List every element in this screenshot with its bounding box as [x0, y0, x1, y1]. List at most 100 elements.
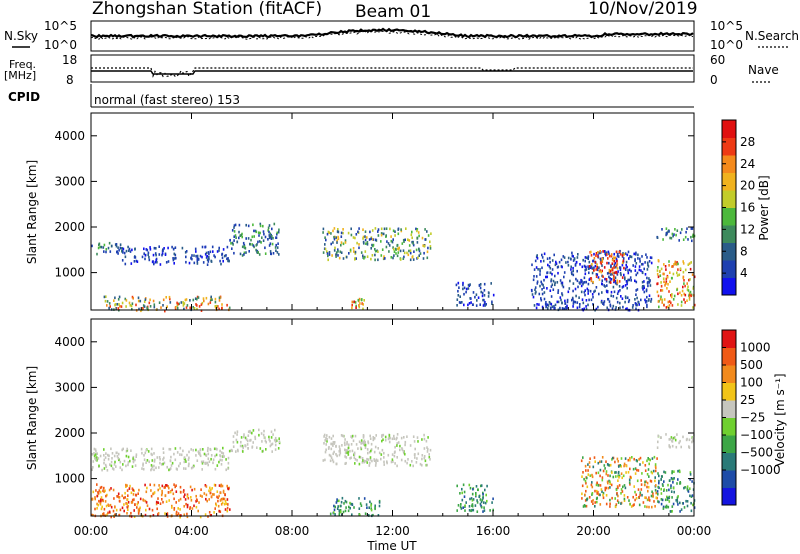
power-echo-region [656, 227, 696, 243]
power-colorbar-swatch [722, 155, 736, 173]
velocity-colorbar-swatch [722, 487, 736, 506]
freq-label: Freq. [9, 58, 36, 71]
power-echo-region [91, 241, 123, 256]
power-echo-region [656, 259, 696, 309]
time-x-axis: 00:00 04:00 08:00 12:00 16:00 20:00 00:00 [74, 113, 711, 538]
velocity-colorbar-tick-1: 500 [740, 358, 763, 372]
freq-unit-label: [MHz] [4, 69, 36, 82]
power-ytick-3000: 3000 [54, 174, 85, 188]
velocity-colorbar-swatch [722, 435, 736, 453]
nsky-label: N.Sky [4, 29, 38, 43]
power-colorbar-swatch [722, 242, 736, 261]
power-colorbar-tick-1: 8 [740, 244, 748, 258]
velocity-colorbar-swatch [722, 400, 736, 418]
power-colorbar-swatch [722, 190, 736, 208]
nave-label: Nave [748, 63, 779, 77]
power-ytick-2000: 2000 [54, 220, 85, 234]
power-colorbar-tick-5: 24 [740, 157, 755, 171]
velocity-colorbar-tick-5: −100 [740, 428, 773, 442]
velocity-colorbar-swatch [722, 330, 736, 348]
velocity-colorbar-tick-2: 100 [740, 376, 763, 390]
cpid-label: CPID [8, 90, 40, 104]
power-ytick-1000: 1000 [54, 266, 85, 280]
power-colorbar-tick-2: 12 [740, 222, 755, 236]
power-colorbar: 4 8 12 16 20 24 28 [721, 119, 755, 296]
power-colorbar-swatch [722, 277, 736, 296]
power-echo-region [229, 222, 280, 257]
station-title: Zhongshan Station (fitACF) [92, 0, 322, 19]
velocity-echoes [91, 428, 696, 519]
velocity-colorbar: 1000 500 100 25 −25 −100 −500 −1000 [721, 329, 781, 506]
velocity-echo-region [91, 483, 231, 519]
nsearch-label: N.Search [745, 29, 799, 43]
velocity-colorbar-swatch [722, 347, 736, 366]
power-echo-region [103, 295, 231, 313]
velocity-echo-region [329, 496, 381, 518]
velocity-echo-region [456, 483, 494, 513]
nsearch-tick-bottom: 10^0 [710, 38, 743, 52]
freq-tick-top: 18 [62, 53, 77, 67]
time-tick-3: 12:00 [375, 524, 410, 538]
power-ylabel: Slant Range [km] [25, 160, 39, 264]
power-colorbar-label: Power [dB] [757, 175, 771, 240]
cpid-mode-text: normal (fast stereo) 153 [94, 93, 240, 107]
time-tick-5: 20:00 [576, 524, 611, 538]
power-echo-region [322, 227, 432, 262]
nave-trace [91, 67, 693, 78]
power-ytick-4000: 4000 [54, 129, 85, 143]
power-echo-region [351, 297, 365, 311]
velocity-colorbar-tick-7: −1000 [740, 463, 781, 477]
power-echo-region [455, 281, 495, 307]
power-colorbar-swatch [722, 207, 736, 226]
velocity-echo-region [322, 433, 432, 468]
beam-label: Beam 01 [355, 2, 431, 22]
power-colorbar-swatch [722, 172, 736, 191]
velocity-colorbar-swatch [722, 382, 736, 401]
velocity-echo-region [656, 469, 696, 513]
time-xlabel: Time UT [366, 539, 417, 553]
velocity-colorbar-tick-6: −500 [740, 446, 773, 460]
nave-tick-bottom: 0 [710, 73, 718, 87]
power-colorbar-tick-3: 16 [740, 201, 755, 215]
power-colorbar-swatch [722, 120, 736, 138]
power-colorbar-tick-0: 4 [740, 266, 748, 280]
date-label: 10/Nov/2019 [588, 0, 698, 19]
nsky-tick-top: 10^5 [44, 19, 77, 33]
power-colorbar-swatch [722, 260, 736, 278]
time-tick-0: 00:00 [74, 524, 109, 538]
velocity-colorbar-swatch [722, 417, 736, 436]
velocity-echo-region [656, 433, 695, 449]
nsky-tick-bottom: 10^0 [44, 38, 77, 52]
velocity-y-axis: 1000 2000 3000 4000 [54, 335, 694, 486]
time-tick-1: 04:00 [174, 524, 209, 538]
velocity-colorbar-tick-0: 1000 [740, 341, 771, 355]
time-tick-2: 08:00 [275, 524, 310, 538]
velocity-echo-region [580, 455, 658, 509]
power-y-axis: 1000 2000 3000 4000 [54, 129, 694, 280]
velocity-colorbar-tick-4: −25 [740, 411, 765, 425]
nave-tick-top: 60 [710, 53, 725, 67]
velocity-colorbar-swatch [722, 470, 736, 488]
power-echo-region [588, 250, 626, 285]
freq-tick-bottom: 8 [66, 73, 74, 87]
nsky-panel: N.Sky 10^5 10^0 10^5 10^0 N.Search [4, 19, 799, 52]
nsearch-trace [90, 30, 694, 40]
velocity-ytick-1000: 1000 [54, 472, 85, 486]
power-colorbar-swatch [722, 225, 736, 243]
power-colorbar-tick-4: 20 [740, 179, 755, 193]
freq-panel: Freq. [MHz] 18 8 60 0 Nave [4, 53, 779, 87]
velocity-echo-region [91, 446, 231, 472]
velocity-panel: 1000 2000 3000 4000 Slant Range [km] [25, 318, 696, 519]
velocity-ytick-3000: 3000 [54, 380, 85, 394]
power-echo-region [121, 245, 230, 266]
power-echoes [91, 222, 696, 313]
velocity-colorbar-swatch [722, 452, 736, 471]
nsky-trace [90, 27, 694, 39]
cpid-panel: CPID normal (fast stereo) 153 [8, 84, 694, 108]
velocity-colorbar-label: Velocity [m s⁻¹] [773, 373, 787, 466]
velocity-ytick-4000: 4000 [54, 335, 85, 349]
time-tick-4: 16:00 [476, 524, 511, 538]
velocity-echo-region [230, 428, 281, 453]
velocity-colorbar-swatch [722, 365, 736, 383]
